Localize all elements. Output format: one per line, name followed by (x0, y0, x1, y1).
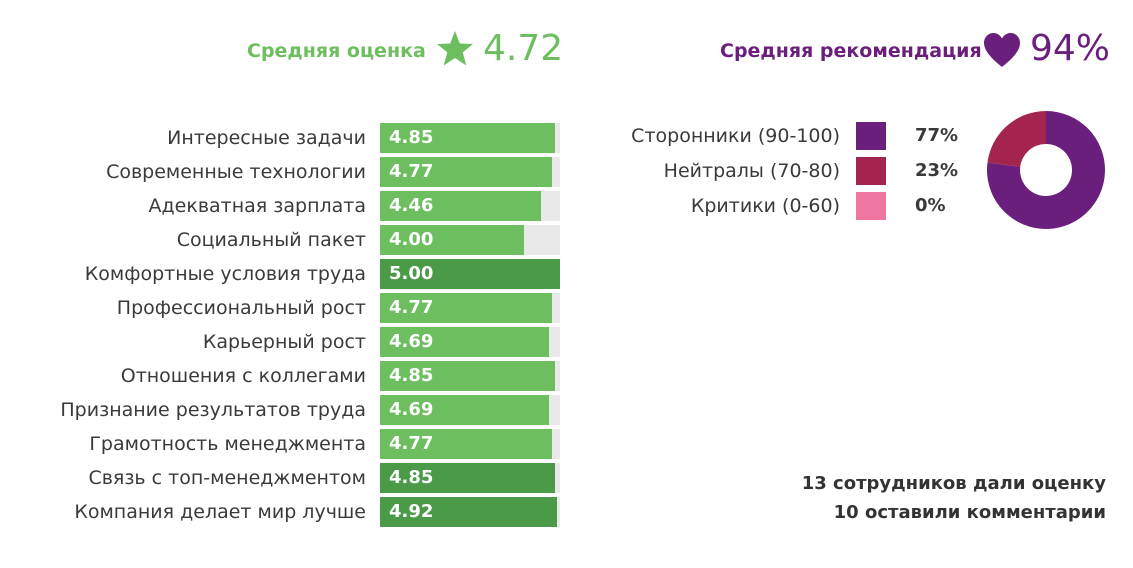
ratings-count-text: 13 сотрудников дали оценку (801, 473, 1106, 494)
bar-label: Связь с топ-менеджментом (88, 467, 366, 489)
bar-value-label: 4.69 (389, 399, 434, 420)
bar-value-label: 4.77 (389, 433, 434, 454)
donut-slice (987, 111, 1046, 167)
bar-label: Карьерный рост (202, 331, 366, 353)
legend-swatch (856, 122, 886, 150)
bar-value-label: 4.77 (389, 161, 434, 182)
legend-label: Критики (0-60) (690, 195, 840, 217)
bar-label: Адекватная зарплата (148, 195, 366, 217)
bar-label: Интересные задачи (167, 127, 366, 149)
bar-label: Компания делает мир лучше (74, 501, 366, 523)
average-recommendation-title: Средняя рекомендация (720, 40, 982, 62)
bar-value-label: 4.00 (389, 229, 434, 250)
bar-track: 4.46 (380, 191, 560, 221)
bar (380, 429, 552, 459)
bar (380, 123, 555, 153)
bar (380, 293, 552, 323)
bar (380, 497, 558, 527)
bar-value-label: 4.92 (389, 501, 434, 522)
bar (380, 191, 541, 221)
legend-swatch (856, 192, 886, 220)
bar (380, 157, 552, 187)
bar-value-label: 4.85 (389, 467, 434, 488)
legend-percent: 0% (915, 195, 946, 216)
recommendation-donut-chart (987, 111, 1105, 230)
bar-label: Отношения с коллегами (120, 365, 366, 387)
bar-track: 4.77 (380, 429, 560, 459)
bar-value-label: 4.85 (389, 365, 434, 386)
legend-percent: 23% (915, 160, 959, 181)
star-icon (437, 31, 473, 66)
bar-label: Комфортные условия труда (84, 263, 366, 285)
bar (380, 395, 549, 425)
average-rating-value: 4.72 (483, 28, 564, 69)
bar (380, 327, 549, 357)
bar-track: 4.85 (380, 361, 560, 391)
bar-track: 4.77 (380, 157, 560, 187)
bar-value-label: 4.85 (389, 127, 434, 148)
bar-label: Профессиональный рост (116, 297, 366, 319)
bar-label: Современные технологии (106, 161, 366, 183)
heart-icon (984, 33, 1020, 67)
bar (380, 225, 524, 255)
bar-track: 5.00 (380, 259, 560, 289)
bar (380, 463, 555, 493)
legend-swatch (856, 157, 886, 185)
bar-value-label: 4.46 (389, 195, 434, 216)
average-recommendation-value: 94% (1030, 28, 1111, 69)
bar-label: Социальный пакет (176, 229, 366, 251)
bar-value-label: 5.00 (389, 263, 434, 284)
bar-label: Признание результатов труда (60, 399, 366, 421)
bar (380, 361, 555, 391)
legend-percent: 77% (915, 125, 959, 146)
average-rating-title: Средняя оценка (247, 40, 426, 62)
legend-label: Нейтралы (70-80) (663, 160, 840, 182)
comments-count-text: 10 оставили комментарии (833, 502, 1106, 523)
bar-value-label: 4.77 (389, 297, 434, 318)
bar-track: 4.85 (380, 463, 560, 493)
bar-track: 4.92 (380, 497, 560, 527)
bar-track: 4.00 (380, 225, 560, 255)
bar-track: 4.77 (380, 293, 560, 323)
bar-label: Грамотность менеджмента (89, 433, 366, 455)
bar-track: 4.85 (380, 123, 560, 153)
bar-track: 4.69 (380, 395, 560, 425)
bar (380, 259, 560, 289)
legend-label: Сторонники (90-100) (631, 125, 840, 147)
bar-value-label: 4.69 (389, 331, 434, 352)
bar-track: 4.69 (380, 327, 560, 357)
donut-slice (987, 111, 1105, 230)
